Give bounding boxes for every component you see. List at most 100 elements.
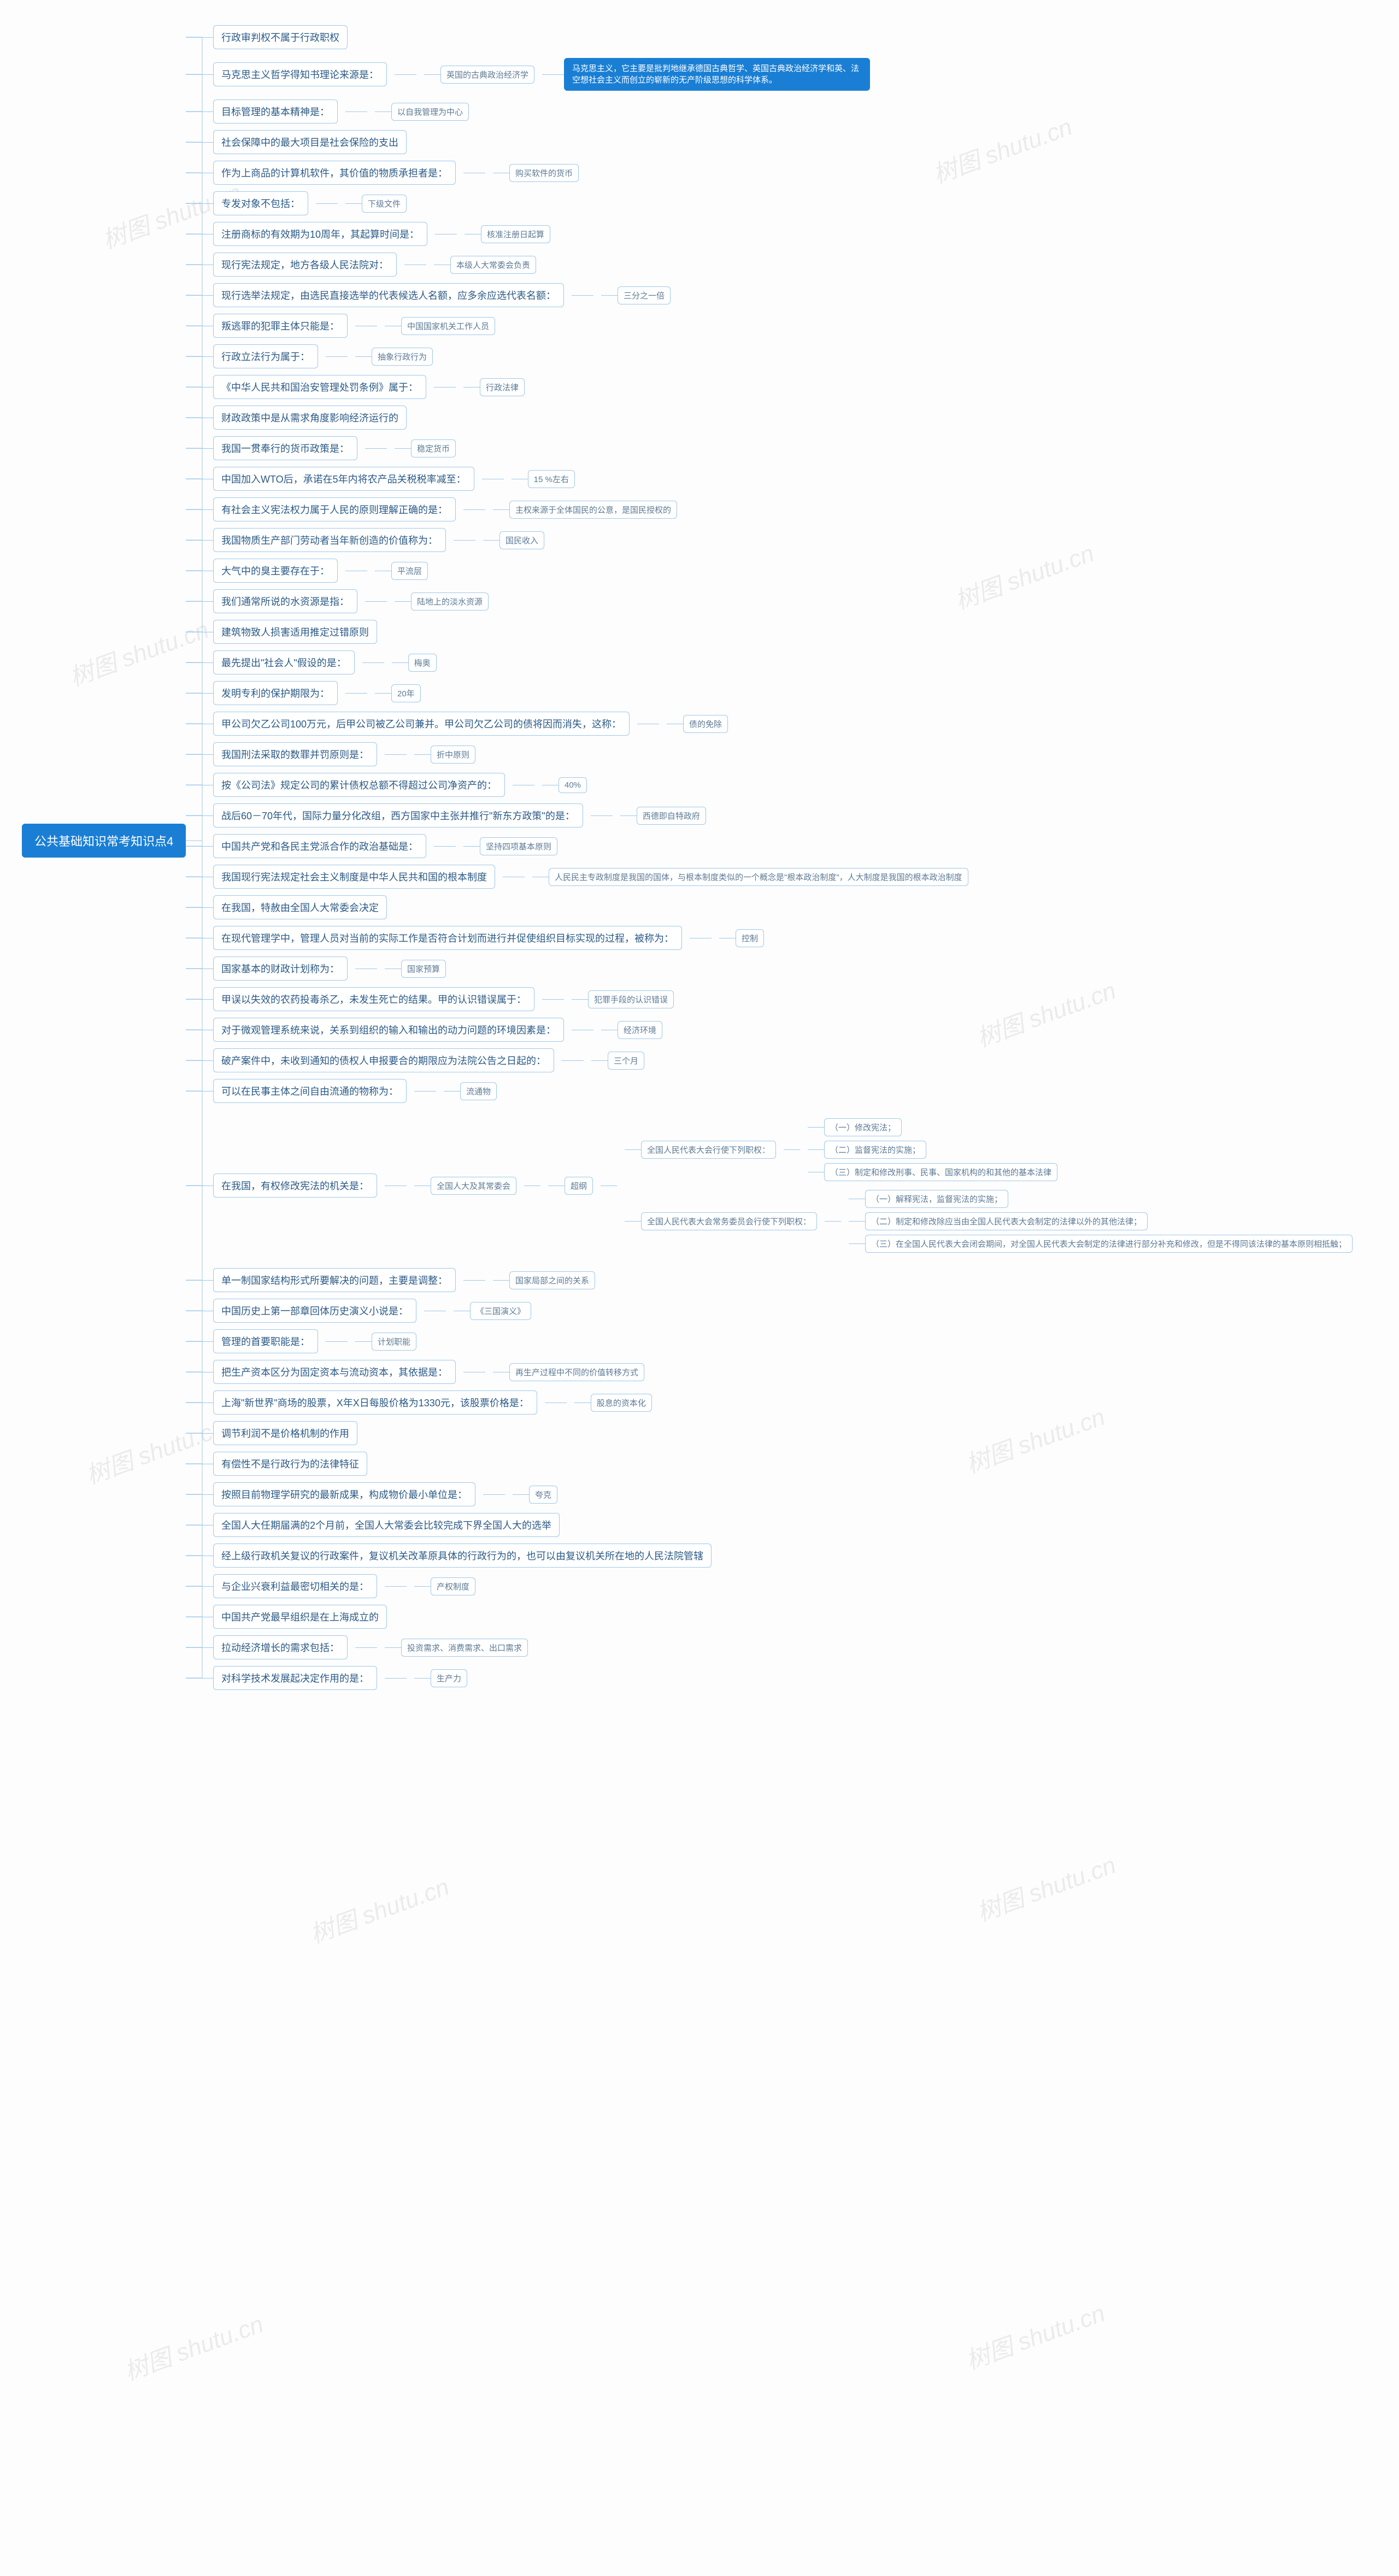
- callout-node[interactable]: 马克思主义，它主要是批判地继承德国古典哲学、英国古典政治经济学和英、法空想社会主…: [564, 58, 870, 91]
- tree-node[interactable]: 陆地上的淡水资源: [411, 592, 489, 611]
- tree-node[interactable]: 坚持四项基本原则: [480, 837, 557, 855]
- tree-node[interactable]: 平流层: [391, 562, 428, 580]
- tree-node[interactable]: 全国人民代表大会行使下列职权：: [641, 1141, 776, 1159]
- tree-node[interactable]: 国家预算: [401, 960, 446, 978]
- tree-node[interactable]: 对科学技术发展起决定作用的是：: [213, 1666, 377, 1690]
- tree-node[interactable]: 下级文件: [362, 195, 407, 213]
- tree-node[interactable]: 夸克: [529, 1486, 557, 1504]
- tree-node[interactable]: 社会保障中的最大项目是社会保险的支出: [213, 130, 407, 154]
- tree-node[interactable]: 国民收入: [499, 531, 544, 549]
- tree-node[interactable]: 按《公司法》规定公司的累计债权总额不得超过公司净资产的：: [213, 773, 505, 797]
- tree-node[interactable]: 40%: [559, 777, 587, 793]
- tree-node[interactable]: 行政审判权不属于行政职权: [213, 25, 348, 49]
- tree-node[interactable]: 建筑物致人损害适用推定过错原则: [213, 620, 377, 644]
- tree-node[interactable]: 破产案件中，未收到通知的债权人申报要合的期限应为法院公告之日起的：: [213, 1048, 554, 1072]
- tree-node[interactable]: （一）修改宪法；: [824, 1118, 902, 1136]
- tree-node[interactable]: 犯罪手段的认识错误: [588, 990, 674, 1008]
- tree-node[interactable]: （三）在全国人民代表大会闭会期间，对全国人民代表大会制定的法律进行部分补充和修改…: [865, 1235, 1353, 1253]
- tree-node[interactable]: 中国国家机关工作人员: [401, 317, 495, 335]
- tree-node[interactable]: 产权制度: [431, 1577, 475, 1595]
- tree-node[interactable]: 在我国，有权修改宪法的机关是：: [213, 1173, 377, 1198]
- tree-node[interactable]: 马克思主义哲学得知书理论来源是：: [213, 62, 387, 86]
- tree-node[interactable]: 叛逃罪的犯罪主体只能是：: [213, 314, 348, 338]
- tree-node[interactable]: 中国共产党最早组织是在上海成立的: [213, 1605, 387, 1629]
- tree-node[interactable]: 《三国演义》: [470, 1302, 531, 1320]
- tree-node[interactable]: 最先提出"社会人"假设的是：: [213, 650, 355, 674]
- tree-node[interactable]: 计划职能: [372, 1333, 416, 1351]
- tree-node[interactable]: 债的免除: [683, 715, 728, 733]
- tree-node[interactable]: 大气中的臭主要存在于：: [213, 559, 338, 583]
- tree-node[interactable]: 在我国，特赦由全国人大常委会决定: [213, 895, 387, 919]
- tree-node[interactable]: 我国刑法采取的数罪并罚原则是：: [213, 742, 377, 766]
- tree-node[interactable]: 全国人大任期届满的2个月前，全国人大常委会比较完成下界全国人大的选举: [213, 1513, 560, 1537]
- tree-node[interactable]: 购买软件的货币: [509, 164, 579, 182]
- tree-node[interactable]: 我国一贯奉行的货币政策是：: [213, 436, 357, 460]
- tree-node[interactable]: 有社会主义宪法权力属于人民的原则理解正确的是：: [213, 497, 456, 521]
- tree-node[interactable]: 管理的首要职能是：: [213, 1329, 318, 1353]
- tree-node[interactable]: 按照目前物理学研究的最新成果，构成物价最小单位是：: [213, 1482, 475, 1506]
- tree-node[interactable]: 我国物质生产部门劳动者当年新创造的价值称为：: [213, 528, 446, 552]
- tree-node[interactable]: 现行宪法规定，地方各级人民法院对：: [213, 253, 397, 277]
- tree-node[interactable]: 投资需求、消费需求、出口需求: [401, 1639, 528, 1657]
- tree-node[interactable]: 与企业兴衰利益最密切相关的是：: [213, 1574, 377, 1598]
- tree-node[interactable]: 国家基本的财政计划称为：: [213, 957, 348, 981]
- tree-node[interactable]: 中国共产党和各民主党派合作的政治基础是：: [213, 834, 426, 858]
- tree-node[interactable]: （二）监督宪法的实施；: [824, 1141, 926, 1159]
- tree-node[interactable]: 目标管理的基本精神是：: [213, 99, 338, 124]
- tree-node[interactable]: 现行选举法规定，由选民直接选举的代表候选人名额，应多余应选代表名额：: [213, 283, 564, 307]
- tree-node[interactable]: 行政立法行为属于：: [213, 344, 318, 368]
- tree-node[interactable]: 折中原则: [431, 746, 475, 764]
- tree-node[interactable]: 三个月: [608, 1052, 644, 1070]
- tree-node[interactable]: （一）解释宪法，监督宪法的实施；: [865, 1190, 1008, 1208]
- tree-node[interactable]: 财政政策中是从需求角度影响经济运行的: [213, 406, 407, 430]
- tree-node[interactable]: 注册商标的有效期为10周年，其起算时间是：: [213, 222, 427, 246]
- tree-node[interactable]: 单一制国家结构形式所要解决的问题，主要是调整：: [213, 1268, 456, 1292]
- tree-node[interactable]: 经济环境: [618, 1021, 662, 1039]
- tree-node[interactable]: 中国加入WTO后，承诺在5年内将农产品关税税率减至：: [213, 467, 474, 491]
- tree-node[interactable]: 甲公司欠乙公司100万元，后甲公司被乙公司兼并。甲公司欠乙公司的债将因而消失，这…: [213, 712, 630, 736]
- tree-node[interactable]: 以自我管理为中心: [391, 103, 469, 121]
- tree-node[interactable]: 发明专利的保护期限为：: [213, 681, 338, 705]
- tree-node[interactable]: 控制: [736, 929, 764, 947]
- root-node[interactable]: 公共基础知识常考知识点4: [22, 824, 186, 858]
- tree-node[interactable]: 我国现行宪法规定社会主义制度是中华人民共和国的根本制度: [213, 865, 495, 889]
- tree-node[interactable]: 行政法律: [480, 378, 525, 396]
- tree-node[interactable]: 抽象行政行为: [372, 348, 433, 366]
- tree-node[interactable]: 调节利润不是价格机制的作用: [213, 1421, 357, 1445]
- tree-node[interactable]: 有偿性不是行政行为的法律特征: [213, 1452, 367, 1476]
- tree-node[interactable]: 全国人大及其常委会: [431, 1177, 516, 1195]
- tree-node[interactable]: 国家局部之间的关系: [509, 1271, 595, 1289]
- tree-node[interactable]: 梅奥: [408, 654, 437, 672]
- tree-node[interactable]: 在现代管理学中，管理人员对当前的实际工作是否符合计划而进行并促使组织目标实现的过…: [213, 926, 682, 950]
- tree-node[interactable]: 中国历史上第一部章回体历史演义小说是：: [213, 1299, 416, 1323]
- tree-node[interactable]: 甲误以失效的农药投毒杀乙，未发生死亡的结果。甲的认识错误属于：: [213, 987, 534, 1011]
- tree-node[interactable]: 英国的古典政治经济学: [440, 66, 534, 84]
- tree-node[interactable]: 主权来源于全体国民的公意，是国民授权的: [509, 501, 677, 519]
- tree-node[interactable]: 15 %左右: [528, 470, 575, 488]
- tree-node[interactable]: 上海"新世界"商场的股票，X年X日每股价格为1330元，该股票价格是：: [213, 1390, 537, 1415]
- tree-node[interactable]: 对于微观管理系统来说，关系到组织的输入和输出的动力问题的环境因素是：: [213, 1018, 564, 1042]
- tree-node[interactable]: 可以在民事主体之间自由流通的物称为：: [213, 1079, 407, 1103]
- tree-node[interactable]: 我们通常所说的水资源是指：: [213, 589, 357, 613]
- tree-node[interactable]: 生产力: [431, 1669, 467, 1687]
- tree-node[interactable]: 作为上商品的计算机软件，其价值的物质承担者是：: [213, 161, 456, 185]
- tree-node[interactable]: 流通物: [460, 1082, 497, 1100]
- tree-node[interactable]: 核准注册日起算: [481, 225, 550, 243]
- tree-node[interactable]: 西德即自特政府: [637, 807, 706, 825]
- tree-node[interactable]: 股息的资本化: [591, 1394, 652, 1412]
- tree-node[interactable]: 拉动经济增长的需求包括：: [213, 1635, 348, 1659]
- tree-node[interactable]: 全国人民代表大会常务委员会行使下列职权：: [641, 1212, 817, 1230]
- tree-node[interactable]: （二）制定和修改除应当由全国人民代表大会制定的法律以外的其他法律；: [865, 1212, 1148, 1230]
- tree-node[interactable]: 人民民主专政制度是我国的国体，与根本制度类似的一个概念是"根本政治制度"，人大制…: [549, 868, 968, 886]
- tree-node[interactable]: 20年: [391, 684, 421, 702]
- tree-node[interactable]: 超纲: [565, 1177, 593, 1195]
- tree-node[interactable]: 三分之一倍: [618, 286, 671, 304]
- tree-node[interactable]: 本级人大常委会负责: [450, 256, 536, 274]
- tree-node[interactable]: 把生产资本区分为固定资本与流动资本，其依据是：: [213, 1360, 456, 1384]
- tree-node[interactable]: （三）制定和修改刑事、民事、国家机构的和其他的基本法律: [824, 1163, 1057, 1181]
- tree-node[interactable]: 专发对象不包括：: [213, 191, 308, 215]
- tree-node[interactable]: 经上级行政机关复议的行政案件，复议机关改革原具体的行政行为的，也可以由复议机关所…: [213, 1544, 712, 1568]
- tree-node[interactable]: 再生产过程中不同的价值转移方式: [509, 1363, 644, 1381]
- tree-node[interactable]: 稳定货币: [411, 439, 456, 457]
- tree-node[interactable]: 《中华人民共和国治安管理处罚条例》属于：: [213, 375, 426, 399]
